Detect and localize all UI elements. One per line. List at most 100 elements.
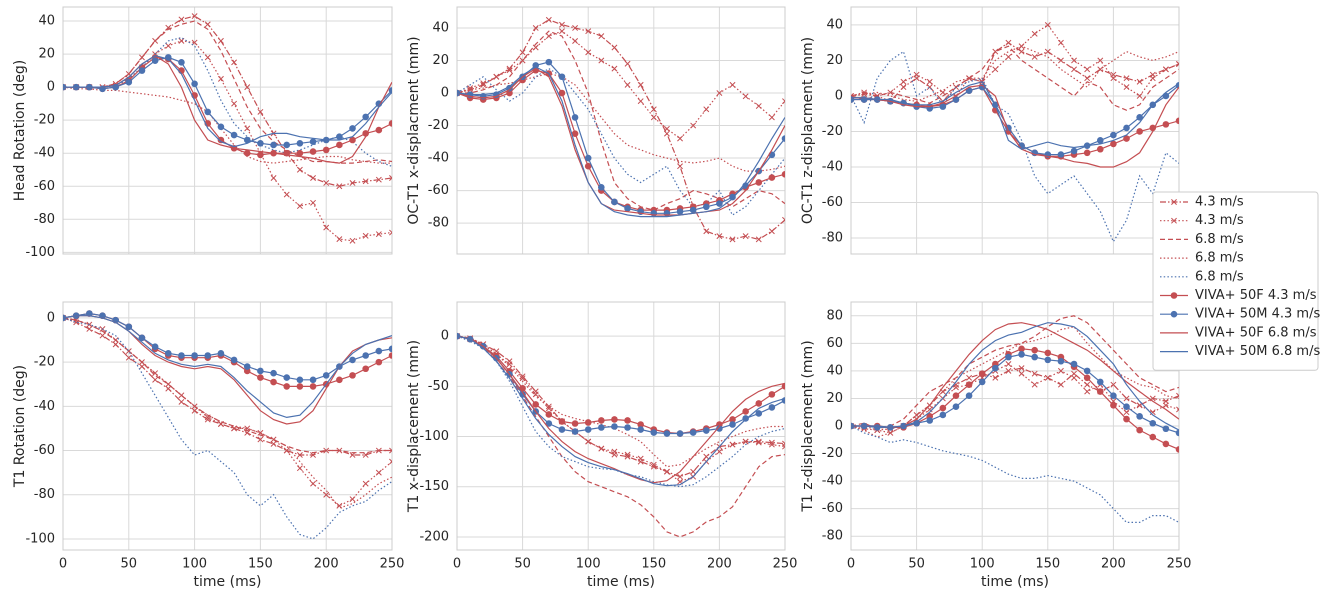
point-marker xyxy=(702,203,710,211)
point-marker xyxy=(1176,392,1179,399)
point-marker xyxy=(204,416,211,423)
point-marker xyxy=(532,391,539,398)
point-marker xyxy=(243,149,251,157)
point-marker xyxy=(690,468,697,475)
point-marker xyxy=(139,363,145,370)
point-marker xyxy=(217,349,225,357)
point-marker xyxy=(1136,113,1143,121)
point-marker xyxy=(323,447,330,454)
y-tick-label: -100 xyxy=(25,245,55,260)
point-marker xyxy=(939,404,947,412)
subplot: -200 -150 -100 -50 0 0 50 100 150 200 250 T1 x-disp… xyxy=(406,301,797,590)
point-marker xyxy=(768,404,776,411)
point-marker xyxy=(1031,346,1038,354)
y-tick-label: 20 xyxy=(38,47,55,62)
plot-area xyxy=(851,21,1179,243)
point-marker xyxy=(1136,426,1143,434)
point-marker xyxy=(270,378,277,386)
point-marker xyxy=(1136,78,1143,85)
series-line xyxy=(63,317,392,509)
point-marker xyxy=(571,420,579,427)
x-tick-label: 0 xyxy=(453,557,461,572)
y-tick-label: -40 xyxy=(34,399,55,414)
x-axis-label: time (ms) xyxy=(981,574,1049,590)
point-marker xyxy=(1044,21,1051,28)
y-tick-label: 0 xyxy=(835,88,843,103)
series-line xyxy=(63,312,392,387)
point-marker xyxy=(887,429,894,436)
point-marker xyxy=(1176,61,1179,67)
point-marker xyxy=(1149,75,1156,82)
point-marker xyxy=(164,349,172,357)
point-marker xyxy=(1123,403,1130,411)
point-marker xyxy=(1083,149,1091,157)
y-tick-label: 0 xyxy=(47,310,55,325)
point-marker xyxy=(939,103,947,110)
point-marker xyxy=(1031,381,1038,388)
point-marker xyxy=(296,140,304,147)
point-marker xyxy=(231,59,238,66)
point-marker xyxy=(243,363,251,370)
point-marker xyxy=(1018,345,1025,353)
series-line xyxy=(851,86,1179,157)
point-marker xyxy=(323,491,330,498)
point-marker xyxy=(375,176,382,183)
point-marker xyxy=(99,332,106,339)
y-tick-label: -40 xyxy=(428,151,449,166)
axes-frame xyxy=(456,301,786,551)
point-marker xyxy=(1005,53,1012,60)
point-marker xyxy=(125,354,132,361)
point-marker xyxy=(1070,147,1078,155)
series-line xyxy=(851,24,1179,97)
point-marker xyxy=(545,411,553,418)
point-marker xyxy=(558,426,566,433)
point-marker xyxy=(204,54,211,61)
legend-label: 6.8 m/s xyxy=(1195,232,1244,247)
series-line xyxy=(851,41,1179,103)
y-tick-label: -20 xyxy=(822,446,843,461)
x-tick-label: 50 xyxy=(514,557,531,572)
point-marker xyxy=(1084,388,1091,395)
point-marker xyxy=(283,447,290,454)
series-line xyxy=(63,56,392,146)
point-marker xyxy=(310,199,316,206)
point-marker xyxy=(689,206,697,214)
series-line xyxy=(63,40,392,242)
point-marker xyxy=(1096,388,1104,395)
point-marker xyxy=(296,149,304,157)
point-marker xyxy=(349,136,356,144)
point-marker xyxy=(965,87,973,94)
point-marker xyxy=(1005,361,1012,367)
point-marker xyxy=(112,341,119,348)
point-marker xyxy=(270,175,277,181)
point-marker xyxy=(375,469,382,476)
point-marker xyxy=(624,451,631,458)
y-axis-label: OC-T1 x-displacment (mm) xyxy=(406,36,422,224)
x-tick-label: 150 xyxy=(248,557,273,572)
y-tick-label: -60 xyxy=(34,443,55,458)
point-marker xyxy=(336,133,343,140)
point-marker xyxy=(677,135,683,142)
point-marker xyxy=(309,138,317,145)
y-tick-label: -50 xyxy=(428,379,449,394)
y-tick-label: -200 xyxy=(419,529,449,544)
point-marker xyxy=(532,401,540,408)
point-marker xyxy=(125,78,133,86)
point-marker xyxy=(558,89,566,97)
point-marker xyxy=(676,208,684,216)
point-marker xyxy=(296,376,304,384)
point-marker xyxy=(1031,30,1038,37)
point-marker xyxy=(296,452,303,458)
point-marker xyxy=(1097,57,1104,64)
x-tick-label: 0 xyxy=(59,557,67,572)
point-marker xyxy=(663,125,670,132)
point-marker xyxy=(650,463,657,470)
series-line xyxy=(63,312,392,381)
point-marker xyxy=(1171,199,1177,205)
point-marker xyxy=(244,84,251,91)
point-marker xyxy=(1005,367,1012,374)
point-marker xyxy=(873,424,881,431)
y-axis-label: OC-T1 z-displacment (mm) xyxy=(800,37,816,224)
x-tick-label: 200 xyxy=(707,557,732,572)
